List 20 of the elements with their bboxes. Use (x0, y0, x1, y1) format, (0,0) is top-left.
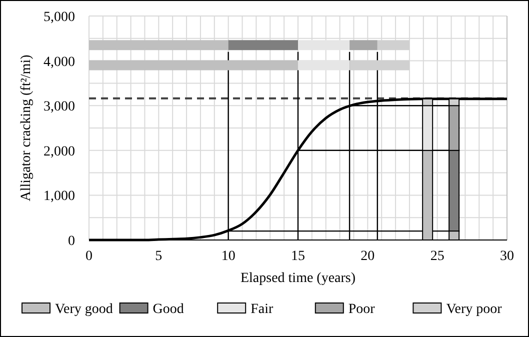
legend-label: Fair (250, 302, 274, 317)
y-tick-label: 5,000 (44, 10, 75, 25)
x-tick-label: 25 (430, 249, 444, 264)
legend-label: Very good (55, 302, 113, 317)
y-tick-label: 2,000 (44, 144, 75, 160)
x-tick-label: 10 (221, 249, 236, 264)
x-tick-label: 20 (360, 249, 375, 264)
y-tick-label: 3,000 (44, 100, 75, 115)
x-tick-label: 5 (155, 249, 162, 264)
y-tick-label: 0 (68, 234, 75, 249)
x-tick-label: 15 (291, 249, 305, 264)
x-axis-title: Elapsed time (years) (240, 271, 356, 286)
legend-label: Very poor (446, 302, 502, 317)
legend-label: Poor (348, 302, 376, 317)
x-tick-label: 30 (500, 249, 514, 264)
y-axis-title: Alligator cracking (ft²/mi) (19, 54, 34, 202)
y-tick-label: 1,000 (44, 189, 75, 204)
x-tick-label: 0 (86, 249, 92, 264)
y-tick-label: 4,000 (44, 54, 75, 70)
legend-label: Good (152, 302, 184, 317)
